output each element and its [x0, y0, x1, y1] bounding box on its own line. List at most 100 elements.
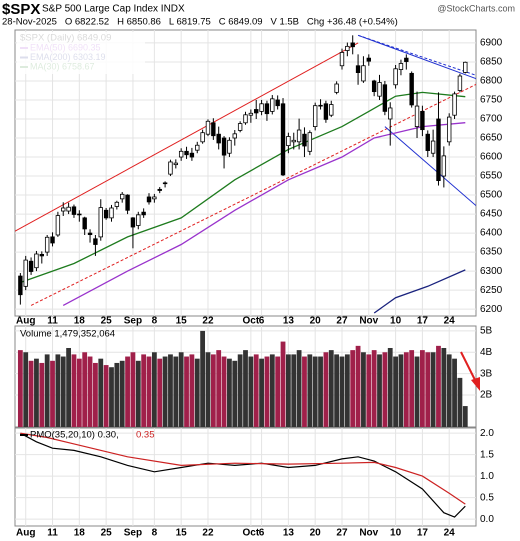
candle-body [125, 194, 130, 211]
volume-bar [189, 354, 195, 427]
candle-body [243, 114, 248, 124]
volume-bar [114, 362, 120, 427]
volume-bar [409, 350, 415, 427]
trend-line [384, 126, 476, 207]
candle-body [66, 206, 71, 212]
x-tick-label-bottom: 8 [152, 528, 158, 539]
x-tick-label: 22 [202, 316, 214, 327]
candle-body [162, 182, 168, 185]
y-tick-label: 6300 [480, 266, 503, 277]
y-tick-label: 6400 [480, 228, 503, 239]
trend-line [357, 34, 476, 80]
x-tick-label-bottom: 13 [283, 528, 295, 539]
x-tick-label-bottom: Sep [124, 528, 142, 539]
x-tick-label: 8 [152, 316, 158, 327]
x-tick-label: 18 [74, 316, 86, 327]
x-tick-label-bottom: 6 [259, 528, 265, 539]
candle-body [71, 206, 77, 215]
y-tick-label: 6550 [480, 171, 503, 182]
volume-bar [34, 358, 39, 427]
candle-body [430, 140, 436, 154]
y-tick-label: 6500 [480, 190, 503, 201]
y-tick-label: 0.5 [480, 492, 494, 503]
candle-body [136, 214, 141, 226]
volume-bar [55, 354, 61, 427]
candle-body [178, 150, 184, 158]
chart-title: S&P 500 Large Cap Index INDX [42, 4, 185, 15]
volume-bar [125, 356, 130, 427]
candle-body [371, 80, 377, 93]
candle-body [227, 139, 232, 154]
volume-bar [17, 350, 23, 427]
y-tick-label: 2.0 [480, 428, 494, 439]
volume-bar [44, 354, 50, 427]
candle-body [55, 215, 61, 236]
candle-body [184, 150, 189, 156]
volume-bar [146, 356, 152, 427]
volume-bar [425, 352, 431, 427]
candle-body [114, 201, 120, 207]
candle-body [463, 61, 468, 73]
x-tick-label-bottom: Nov [359, 528, 378, 539]
candle-body [157, 188, 162, 191]
candle-body [280, 103, 286, 176]
volume-bar [393, 356, 398, 427]
volume-bar [162, 356, 168, 427]
volume-bar [60, 356, 66, 427]
volume-bar [264, 356, 270, 427]
volume-bar [323, 352, 329, 427]
candle-body [270, 98, 275, 112]
candle-body [232, 133, 237, 139]
volume-bar [248, 356, 254, 427]
candle-body [211, 122, 216, 137]
volume-bar [403, 352, 409, 427]
candle-body [420, 110, 425, 131]
x-tick-label-bottom: 10 [390, 528, 402, 539]
x-tick-label-bottom: 22 [202, 528, 214, 539]
candle-body [398, 63, 404, 70]
volume-bar [130, 352, 136, 427]
date-line: 28-Nov-2025 O 6822.52 H 6850.86 L 6819.7… [2, 17, 398, 28]
x-tick-label: Nov [359, 316, 378, 327]
candle-body [87, 232, 93, 236]
volume-bar [328, 350, 334, 427]
trend-line [15, 42, 359, 232]
y-tick-label: 1.0 [480, 471, 494, 482]
candle-body [259, 103, 264, 112]
volume-bar [168, 354, 173, 427]
price-pane [14, 29, 477, 317]
candle-body [329, 104, 334, 116]
volume-bar [28, 360, 34, 427]
candle-body [23, 259, 28, 287]
volume-bar [377, 354, 382, 427]
pane-title: Volume 1,479,352,064 [20, 329, 115, 340]
x-tick-label-bottom: 24 [444, 528, 456, 539]
volume-bar [76, 358, 82, 427]
candle-body [173, 162, 179, 166]
y-tick-label: 6800 [480, 76, 503, 87]
volume-bar [419, 350, 425, 427]
y-tick-label: 6450 [480, 209, 503, 220]
candle-body [61, 207, 66, 212]
symbol: $SPX [2, 1, 40, 18]
candle-body [103, 209, 109, 219]
candle-body [350, 42, 355, 48]
candle-body [237, 123, 243, 131]
x-tick-label-bottom: 27 [336, 528, 348, 539]
volume-bar [93, 362, 98, 427]
candle-body [334, 83, 339, 93]
candle-body [409, 72, 414, 106]
candle-body [382, 84, 388, 112]
candle-body [189, 152, 195, 158]
y-tick-label: 1.5 [480, 449, 494, 460]
candle-body [216, 133, 221, 144]
x-tick-label-bottom: 18 [74, 528, 86, 539]
candle-body [393, 68, 398, 86]
x-tick-label: Oct [243, 316, 260, 327]
y-tick-label: 6200 [480, 304, 503, 315]
x-tick-label: 17 [417, 316, 429, 327]
price-plot [15, 34, 476, 314]
legend-box [17, 32, 145, 74]
candle-body [82, 217, 87, 230]
